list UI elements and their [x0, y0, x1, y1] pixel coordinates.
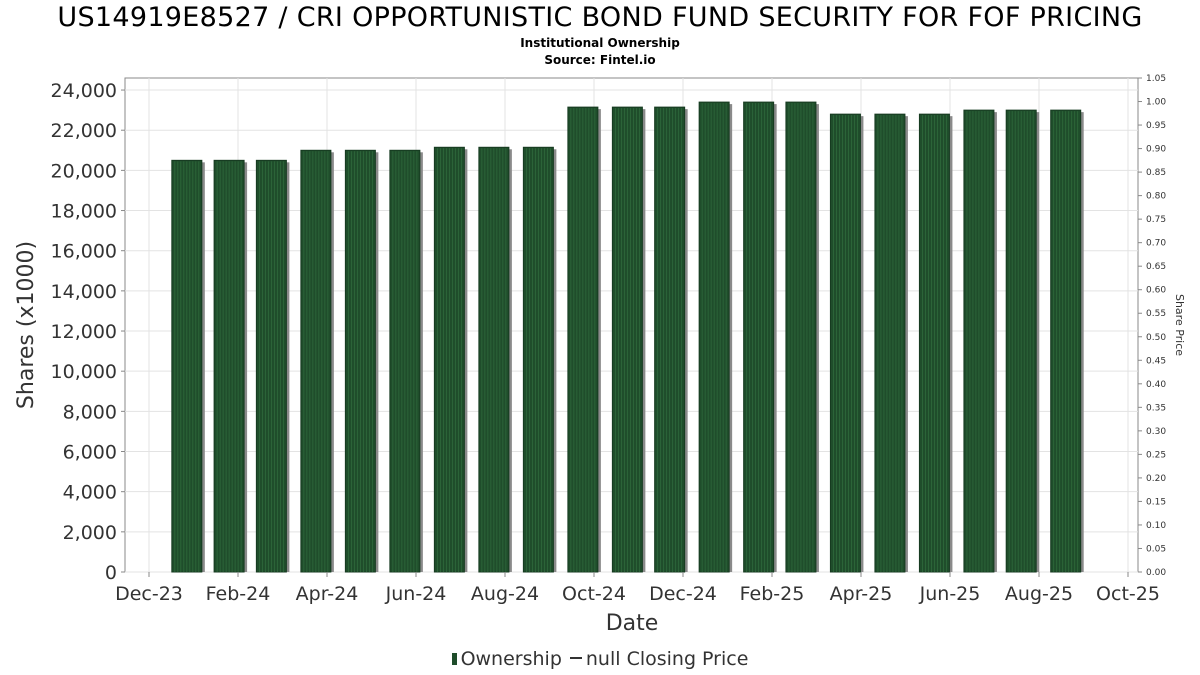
y2-tick-label: 1.05 — [1146, 74, 1166, 84]
x-axis-label: Date — [606, 611, 659, 636]
legend-ownership-label: Ownership — [460, 648, 562, 670]
bar — [213, 159, 248, 573]
y2-tick-label: 0.15 — [1146, 497, 1166, 507]
y-tick-label: 4,000 — [63, 482, 117, 504]
bar — [567, 106, 601, 573]
y2-tick-label: 0.75 — [1146, 215, 1166, 225]
legend-price-label: null Closing Price — [585, 648, 749, 670]
y2-tick-label: 0.35 — [1146, 403, 1166, 413]
y-tick-label: 0 — [105, 562, 117, 584]
y2-tick-label: 0.80 — [1146, 192, 1166, 202]
bar — [698, 101, 733, 573]
bar — [963, 109, 997, 573]
y2-tick-label: 0.55 — [1146, 309, 1166, 319]
bar — [1005, 109, 1040, 573]
y-tick-label: 8,000 — [63, 401, 117, 423]
y-tick-label: 22,000 — [51, 120, 117, 142]
y-tick-label: 16,000 — [51, 241, 117, 263]
y2-tick-label: 0.60 — [1146, 286, 1166, 296]
bar — [785, 101, 819, 573]
y2-tick-label: 0.05 — [1146, 544, 1166, 554]
y2-axis: 0.00 0.05 0.10 0.15 0.20 0.25 0.30 0.35 0.40 0.45… — [1138, 74, 1166, 578]
bar — [874, 113, 908, 573]
bar — [522, 146, 557, 573]
y2-tick-label: 0.50 — [1146, 333, 1166, 343]
y-axis: 0 2,000 4,000 6,000 8,000 10,000 12,000 14,000 1… — [51, 80, 125, 584]
x-tick-label: Dec-24 — [649, 583, 717, 605]
bar — [611, 106, 646, 573]
x-tick-label: Jun-25 — [919, 583, 981, 605]
x-tick-label: Feb-24 — [206, 583, 271, 605]
bar — [829, 113, 864, 573]
bar — [654, 106, 688, 573]
y2-tick-label: 0.45 — [1146, 356, 1166, 366]
y2-tick-label: 0.25 — [1146, 450, 1166, 460]
x-tick-label: Apr-24 — [296, 583, 359, 605]
y2-tick-label: 0.85 — [1146, 168, 1166, 178]
y2-tick-label: 0.40 — [1146, 380, 1166, 390]
x-tick-label: Aug-24 — [471, 583, 539, 605]
y-tick-label: 2,000 — [63, 522, 117, 544]
bar — [1050, 109, 1084, 573]
y2-tick-label: 1.00 — [1146, 98, 1166, 108]
y2-tick-label: 0.70 — [1146, 239, 1166, 249]
y2-tick-label: 0.65 — [1146, 262, 1166, 272]
y-tick-label: 6,000 — [63, 442, 117, 464]
y2-tick-label: 0.30 — [1146, 427, 1166, 437]
bars — [171, 101, 1084, 573]
y-axis-label: Shares (x1000) — [14, 241, 39, 409]
x-tick-label: Apr-25 — [830, 583, 893, 605]
chart-title: US14919E8527 / CRI OPPORTUNISTIC BOND FU… — [57, 2, 1143, 33]
y-tick-label: 10,000 — [51, 361, 117, 383]
bar — [433, 146, 468, 573]
bar — [918, 113, 953, 573]
y2-axis-label: Share Price — [1173, 294, 1186, 356]
y-tick-label: 20,000 — [51, 160, 117, 182]
x-tick-label: Oct-25 — [1096, 583, 1160, 605]
y2-tick-label: 0.10 — [1146, 521, 1166, 531]
bar — [255, 159, 290, 573]
bar — [344, 149, 379, 573]
y2-tick-label: 0.95 — [1146, 121, 1166, 131]
legend-ownership-swatch — [451, 653, 457, 665]
y-tick-label: 12,000 — [51, 321, 117, 343]
x-tick-label: Dec-23 — [115, 583, 183, 605]
chart-subtitle: Institutional Ownership — [520, 36, 680, 50]
bar — [743, 101, 777, 573]
legend: Ownership null Closing Price — [0, 648, 1200, 670]
legend-price-swatch — [569, 657, 582, 659]
x-tick-label: Oct-24 — [562, 583, 626, 605]
bar — [389, 149, 423, 573]
y2-tick-label: 0.90 — [1146, 145, 1166, 155]
x-tick-label: Jun-24 — [385, 583, 447, 605]
x-tick-label: Aug-25 — [1005, 583, 1073, 605]
bar — [300, 149, 334, 573]
y2-tick-label: 0.00 — [1146, 568, 1166, 578]
x-tick-label: Feb-25 — [740, 583, 805, 605]
y2-tick-label: 0.20 — [1146, 474, 1166, 484]
bar — [171, 159, 205, 573]
y-tick-label: 24,000 — [51, 80, 117, 102]
bar — [478, 146, 512, 573]
y-tick-label: 18,000 — [51, 201, 117, 223]
y-tick-label: 14,000 — [51, 281, 117, 303]
x-axis: Dec-23 Feb-24 Apr-24 Jun-24 Aug-24 Oct-24 Dec-… — [115, 572, 1160, 605]
chart-source: Source: Fintel.io — [544, 53, 656, 67]
